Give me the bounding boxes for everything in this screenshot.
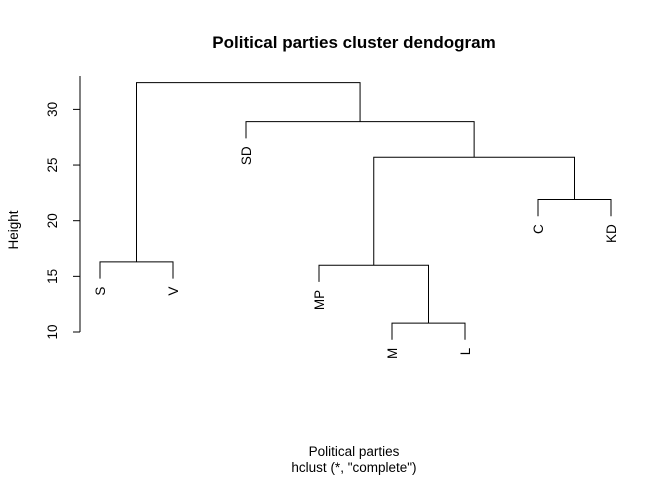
leaf-labels: S V SD MP M L C KD bbox=[93, 146, 619, 359]
leaf-label: SD bbox=[239, 146, 254, 165]
chart-title: Political parties cluster dendogram bbox=[212, 33, 495, 52]
y-tick-label: 25 bbox=[45, 158, 60, 173]
y-tick-label: 10 bbox=[45, 324, 60, 339]
dendrogram-links bbox=[99, 82, 612, 340]
leaf-label: V bbox=[166, 287, 181, 296]
merge-link-4 bbox=[99, 261, 174, 279]
leaf-label: C bbox=[531, 224, 546, 234]
leaf-label: KD bbox=[604, 224, 619, 243]
merge-link-5 bbox=[373, 156, 575, 266]
leaf-label: L bbox=[458, 347, 473, 355]
leaf-label: S bbox=[93, 287, 108, 296]
x-axis-sublabel: hclust (*, "complete") bbox=[291, 460, 416, 475]
merge-link-2 bbox=[318, 264, 429, 324]
y-tick-label: 15 bbox=[45, 269, 60, 284]
x-axis-label: Political parties bbox=[309, 444, 400, 459]
merge-link-7 bbox=[136, 82, 361, 262]
y-tick-label: 30 bbox=[45, 102, 60, 117]
y-tick-label: 20 bbox=[45, 213, 60, 228]
y-axis-ticks: 10 15 20 25 30 bbox=[45, 102, 80, 340]
merge-link-3 bbox=[537, 199, 612, 217]
leaf-label: MP bbox=[312, 290, 327, 310]
y-axis-label: Height bbox=[6, 210, 21, 249]
merge-link-6 bbox=[245, 121, 475, 158]
merge-link-1 bbox=[391, 322, 466, 340]
leaf-label: M bbox=[385, 348, 400, 359]
